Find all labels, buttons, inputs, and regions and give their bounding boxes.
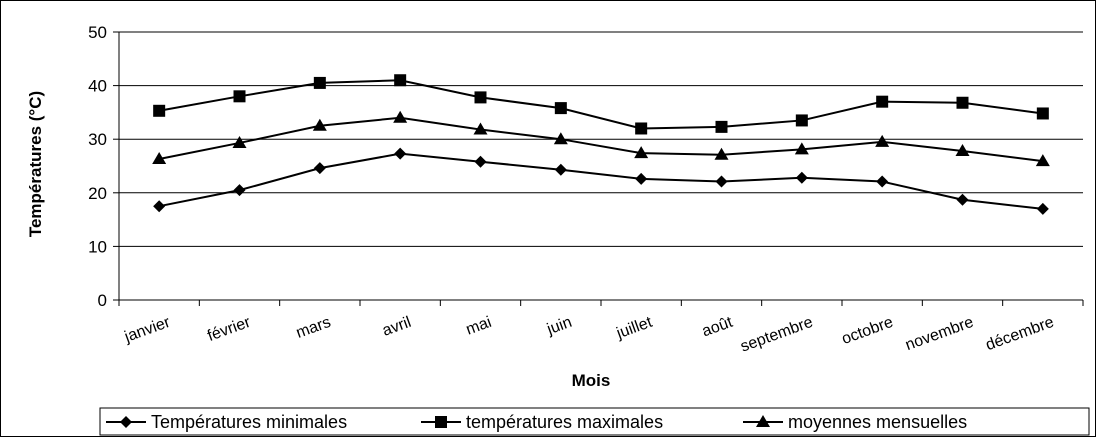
x-tick-label: décembre <box>984 314 1057 354</box>
series-lines <box>158 79 1043 210</box>
data-point-triangle <box>393 110 408 123</box>
data-point-square <box>876 95 889 108</box>
x-tick-label: septembre <box>738 314 815 356</box>
y-tick-label: 40 <box>88 77 107 96</box>
data-point-diamond <box>153 200 166 213</box>
x-tick-label: avril <box>380 314 413 340</box>
legend-label: Températures minimales <box>151 412 347 432</box>
data-point-diamond <box>635 172 648 185</box>
y-tick-label: 50 <box>88 23 107 42</box>
data-point-diamond <box>474 155 487 168</box>
x-tick-label: juillet <box>614 314 656 343</box>
series-markers <box>152 74 1050 215</box>
data-point-square <box>394 74 407 87</box>
series-line-triangle <box>158 116 1043 163</box>
data-point-square <box>956 96 969 109</box>
gridlines <box>119 31 1083 247</box>
legend-label: moyennes mensuelles <box>788 412 967 432</box>
x-tick-label: février <box>205 314 253 345</box>
data-point-triangle <box>714 147 729 160</box>
data-point-diamond <box>715 175 728 188</box>
data-point-triangle <box>634 146 649 159</box>
data-point-triangle <box>473 122 488 135</box>
data-point-square <box>1036 107 1049 120</box>
data-point-square <box>474 91 487 104</box>
y-axis-title: Températures (°C) <box>26 91 45 237</box>
x-tick-label: août <box>700 314 736 341</box>
data-point-square <box>554 102 567 115</box>
x-axis-title: Mois <box>572 371 611 390</box>
data-point-square <box>635 122 648 135</box>
y-tick-labels: 0 10 20 30 40 50 <box>88 23 107 310</box>
data-point-square <box>233 90 246 103</box>
axes <box>113 31 1084 306</box>
data-point-triangle <box>152 152 167 165</box>
data-point-triangle <box>875 134 890 147</box>
x-tick-label: novembre <box>903 314 976 354</box>
data-point-square <box>795 114 808 127</box>
x-tick-labels: janvier février mars avril mai juin juillet aoû… <box>121 314 1056 356</box>
data-point-square <box>313 76 326 89</box>
series-line-square <box>158 79 1043 130</box>
x-tick-label: mars <box>294 314 333 342</box>
data-point-triangle <box>553 132 568 145</box>
legend-box <box>99 407 1090 436</box>
y-tick-label: 30 <box>88 130 107 149</box>
data-point-diamond <box>394 147 407 160</box>
data-point-triangle <box>794 142 809 155</box>
data-point-diamond <box>1036 202 1049 215</box>
data-point-square <box>715 120 728 133</box>
x-tick-label: octobre <box>840 314 896 348</box>
data-point-diamond <box>233 184 246 197</box>
legend-label: températures maximales <box>466 412 663 432</box>
data-point-triangle <box>1035 154 1050 167</box>
data-point-diamond <box>313 162 326 175</box>
y-tick-label: 0 <box>98 291 107 310</box>
legend: Températures minimales températures maxim… <box>99 407 1090 436</box>
x-tick-label: juin <box>544 314 574 339</box>
series-line-diamond <box>158 152 1043 210</box>
data-point-square <box>153 104 166 117</box>
y-tick-label: 20 <box>88 184 107 203</box>
data-point-triangle <box>955 143 970 156</box>
data-point-diamond <box>876 175 889 188</box>
data-point-diamond <box>795 171 808 184</box>
legend-marker-square <box>435 416 447 428</box>
y-tick-label: 10 <box>88 237 107 256</box>
data-point-triangle <box>312 118 327 131</box>
data-point-diamond <box>956 193 969 206</box>
data-point-triangle <box>232 135 247 148</box>
legend-marker-diamond <box>120 416 132 428</box>
legend-marker-triangle <box>756 415 770 427</box>
data-point-diamond <box>554 163 567 176</box>
x-tick-label: mai <box>464 314 494 339</box>
x-tick-label: janvier <box>121 314 173 347</box>
